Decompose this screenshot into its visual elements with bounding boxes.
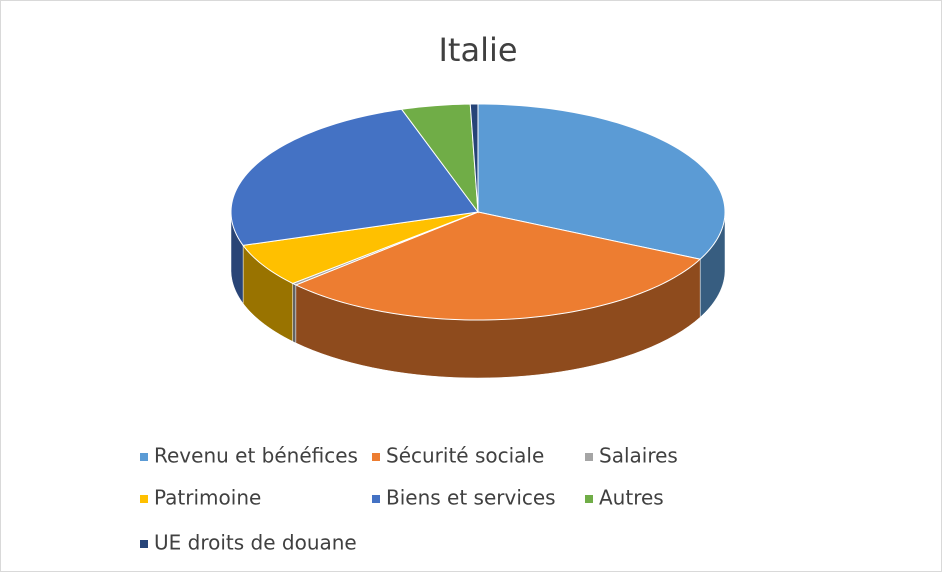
slice-side: [292, 283, 297, 344]
legend-label: UE droits de douane: [154, 531, 357, 555]
legend-label: Sécurité sociale: [386, 444, 544, 468]
slice: [230, 108, 479, 246]
legend-swatch: [372, 453, 380, 461]
legend-label: Patrimoine: [154, 486, 261, 510]
legend-swatch: [585, 453, 593, 461]
legend-swatch: [140, 453, 148, 461]
slice: [242, 211, 479, 284]
slice: [294, 211, 702, 321]
legend-label: Autres: [599, 486, 664, 510]
legend-swatch: [585, 495, 593, 503]
legend-label: Biens et services: [386, 486, 556, 510]
legend-label: Salaires: [599, 444, 678, 468]
slice: [400, 103, 479, 214]
legend-label: Revenu et bénéfices: [154, 444, 358, 468]
slice: [477, 103, 726, 260]
legend-swatch: [372, 495, 380, 503]
chart-title: Italie: [438, 31, 517, 69]
legend-swatch: [140, 495, 148, 503]
legend-swatch: [140, 540, 148, 548]
slice: [469, 103, 479, 213]
